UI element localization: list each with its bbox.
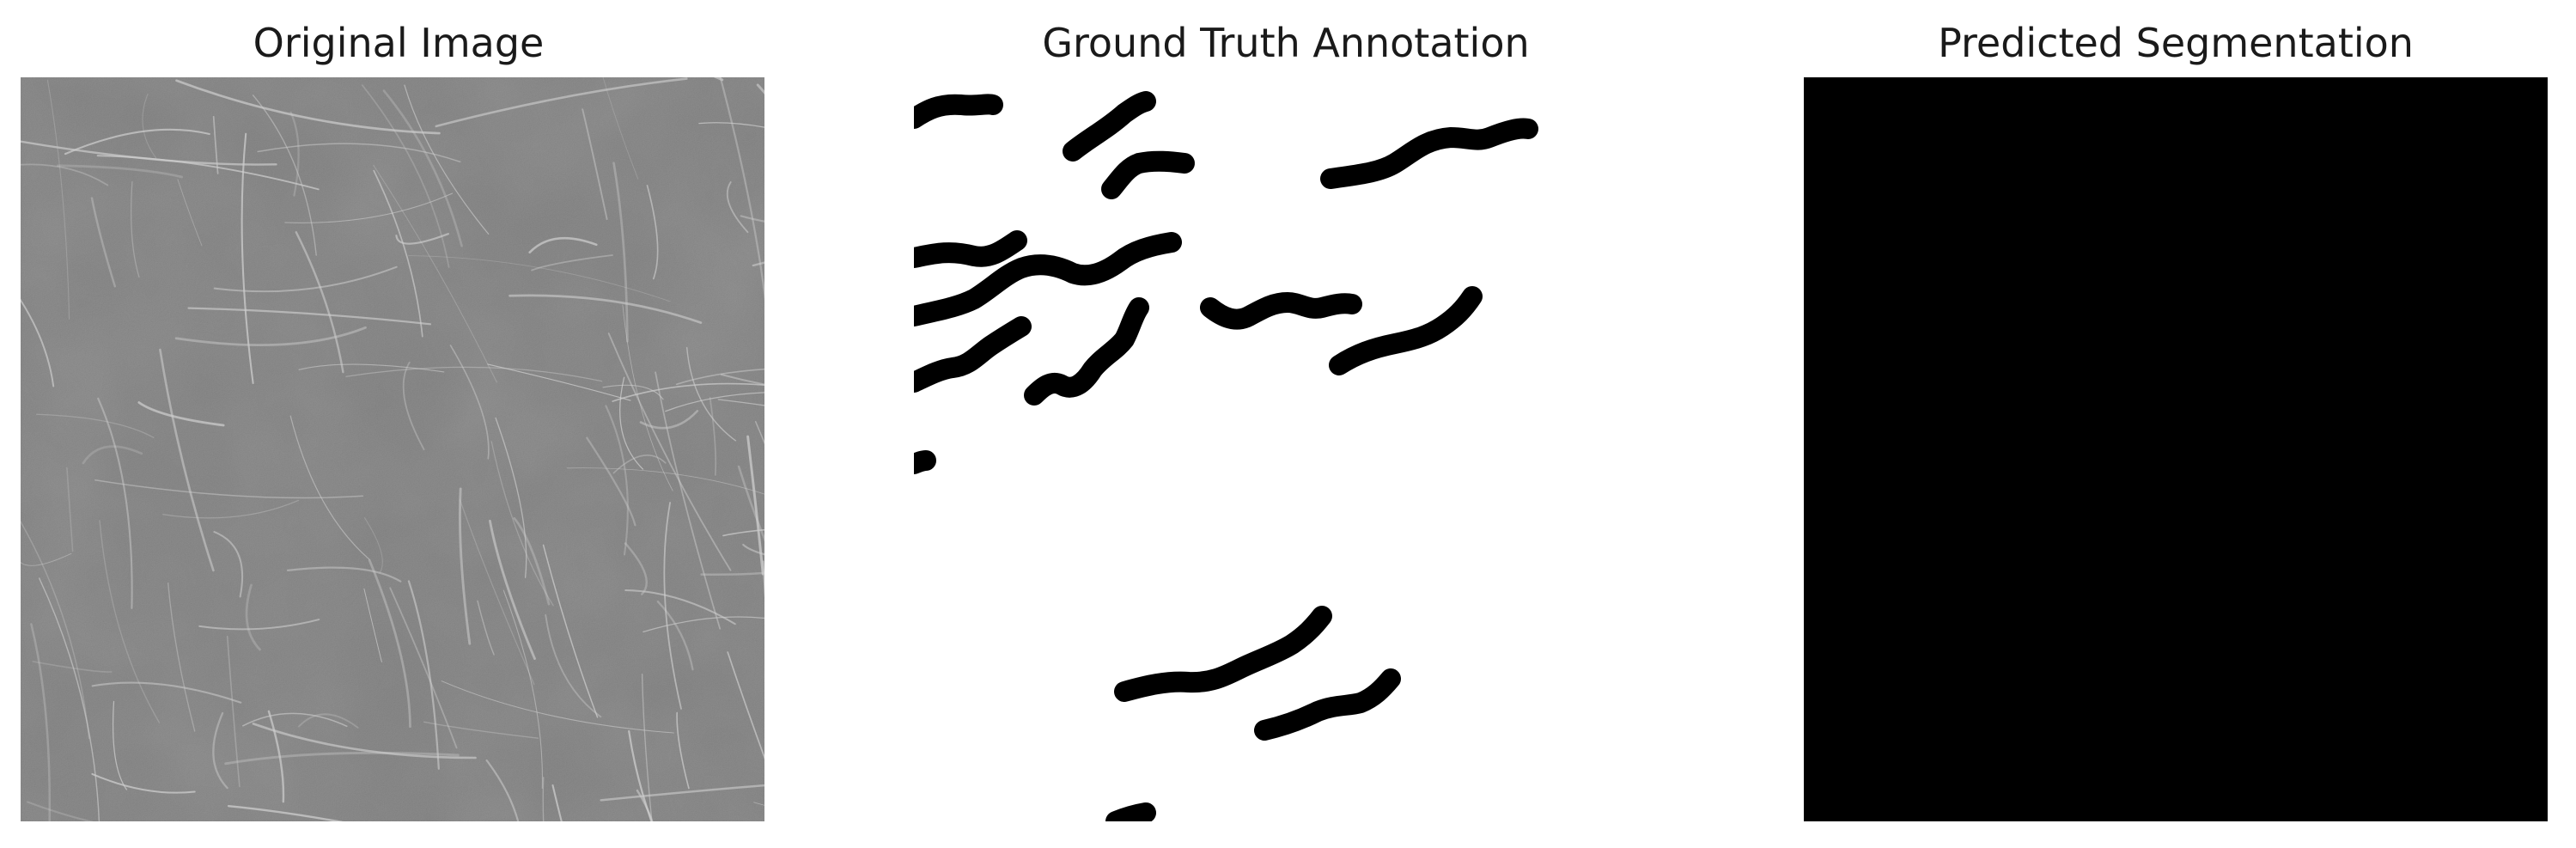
- panel-ground-truth: Ground Truth Annotation: [0, 0, 756, 848]
- predicted-segmentation-mask: [1804, 77, 2548, 821]
- predicted-segmentation-title: Predicted Segmentation: [1804, 19, 2548, 67]
- ground-truth-mask: [914, 77, 1658, 821]
- mask-stroke: [914, 461, 926, 464]
- ground-truth-title: Ground Truth Annotation: [914, 19, 1658, 67]
- mask-stroke: [1116, 813, 1146, 821]
